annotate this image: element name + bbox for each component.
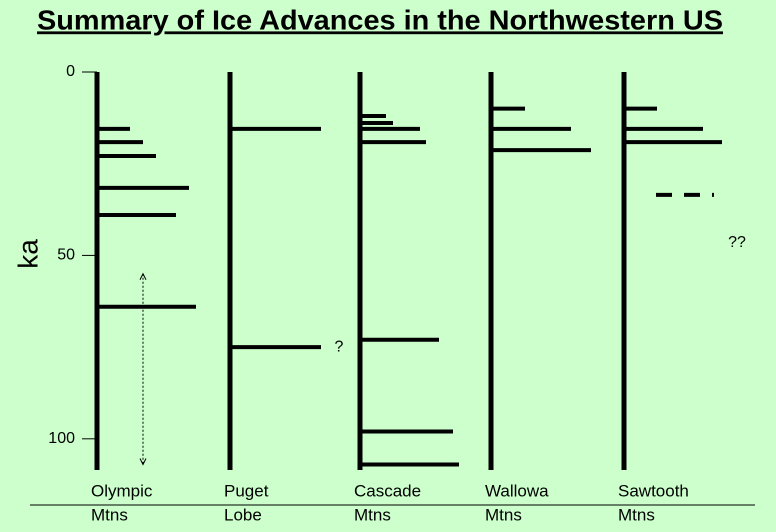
arrow-head: [139, 272, 147, 280]
y-tick-label: 0: [66, 63, 75, 80]
column-label: Cascade: [354, 481, 421, 500]
column-label: Sawtooth: [618, 481, 689, 500]
note: ??: [728, 234, 746, 251]
arrow-head: [139, 458, 147, 466]
column-label: Mtns: [485, 505, 522, 524]
column-label: Lobe: [224, 505, 262, 524]
column-label: Wallowa: [485, 481, 549, 500]
column-label: Puget: [224, 481, 269, 500]
y-tick-label: 50: [57, 247, 75, 264]
column-label: Mtns: [618, 505, 655, 524]
column-label: Mtns: [354, 505, 391, 524]
column-label: Olympic: [91, 481, 153, 500]
y-tick-label: 100: [48, 430, 75, 447]
column-label: Mtns: [91, 505, 128, 524]
note: ?: [335, 338, 344, 355]
y-axis-label: ka: [12, 239, 43, 269]
chart-title: Summary of Ice Advances in the Northwest…: [37, 4, 723, 35]
